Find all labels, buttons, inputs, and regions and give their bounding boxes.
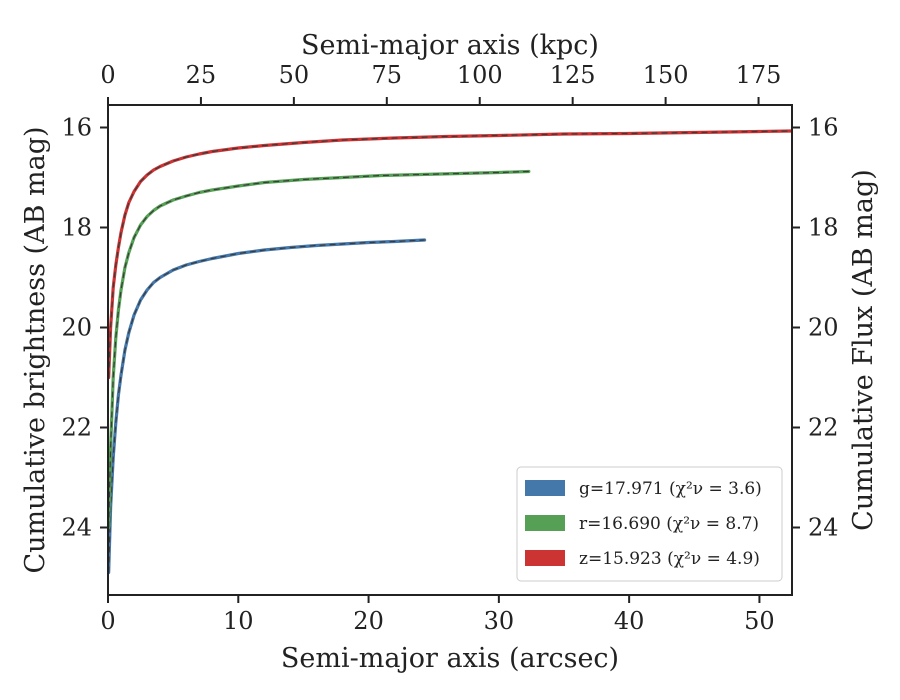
top-x-axis-title: Semi-major axis (kpc): [301, 30, 599, 61]
right-y-tick-label: 18: [808, 214, 839, 242]
y-tick-label: 20: [61, 314, 92, 342]
top-x-tick-label: 100: [457, 61, 503, 89]
top-x-tick-label: 25: [186, 61, 217, 89]
right-y-tick-label: 20: [808, 314, 839, 342]
legend-label-g: g=17.971 (χ²ν = 3.6): [579, 479, 762, 499]
right-y-tick-label: 22: [808, 414, 839, 442]
series-line-g: [107, 238, 427, 575]
axes-layer: [107, 104, 793, 596]
model-line-g: [108, 239, 425, 573]
model-line-z: [108, 130, 791, 378]
top-x-tick-label: 175: [736, 61, 782, 89]
y-tick-label: 18: [61, 214, 92, 242]
legend: g=17.971 (χ²ν = 3.6) r=16.690 (χ²ν = 8.7)…: [516, 466, 783, 582]
legend-label-r: r=16.690 (χ²ν = 8.7): [579, 514, 759, 534]
x-tick-label: 0: [100, 607, 115, 635]
x-tick-label: 10: [223, 607, 254, 635]
plot-frame: [107, 104, 793, 596]
right-y-tick-label: 16: [808, 114, 839, 142]
legend-swatch-z: [525, 550, 565, 566]
legend-swatch-g: [525, 480, 565, 496]
x-tick-label: 50: [744, 607, 775, 635]
top-x-tick-label: 0: [100, 61, 115, 89]
right-y-tick-label: 24: [808, 514, 839, 542]
y-tick-label: 16: [61, 114, 92, 142]
ticks-layer: 0 10 20 30 40 50 0 25 50 75 100 125 150 175 16 16 18 18 20…: [61, 61, 838, 635]
curves-layer: [107, 129, 793, 575]
y-axis-title: Cumulative brightness (AB mag): [20, 126, 51, 573]
x-axis-title: Semi-major axis (arcsec): [281, 643, 619, 674]
top-x-tick-label: 75: [372, 61, 403, 89]
x-tick-label: 30: [484, 607, 515, 635]
top-x-tick-label: 150: [643, 61, 689, 89]
right-y-axis-title: Cumulative Flux (AB mag): [848, 169, 879, 531]
legend-swatch-r: [525, 515, 565, 531]
legend-label-z: z=15.923 (χ²ν = 4.9): [579, 549, 760, 569]
x-tick-label: 40: [614, 607, 645, 635]
top-x-tick-label: 50: [279, 61, 310, 89]
series-line-r: [107, 169, 531, 530]
model-line-r: [108, 170, 529, 528]
series-line-z: [107, 129, 793, 380]
legend-box: [516, 466, 783, 582]
y-tick-label: 22: [61, 414, 92, 442]
x-tick-label: 20: [353, 607, 384, 635]
y-tick-label: 24: [61, 514, 92, 542]
top-x-tick-label: 125: [550, 61, 596, 89]
